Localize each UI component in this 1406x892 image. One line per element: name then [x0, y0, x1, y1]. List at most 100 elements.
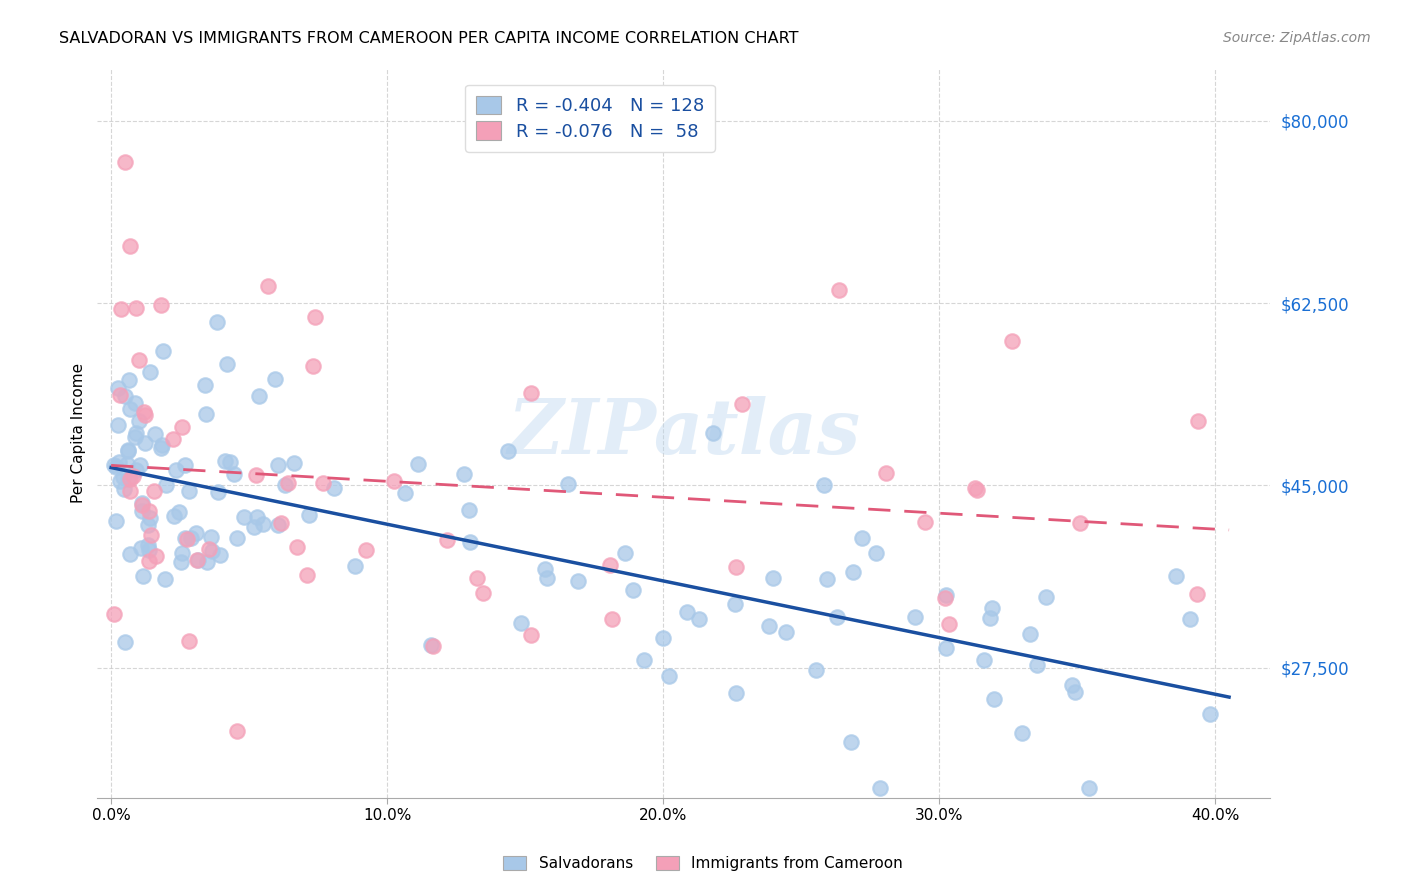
Point	[125, 425, 148, 440]
Point	[103, 458, 125, 473]
Legend: R = -0.404   N = 128, R = -0.076   N =  58: R = -0.404 N = 128, R = -0.076 N = 58	[465, 85, 714, 152]
Point	[815, 573, 838, 587]
Point	[195, 407, 218, 421]
Point	[602, 612, 624, 626]
Point	[965, 481, 987, 495]
Point	[420, 638, 443, 652]
Point	[356, 543, 378, 558]
Point	[172, 546, 194, 560]
Point	[118, 402, 141, 417]
Point	[825, 610, 848, 624]
Point	[804, 664, 827, 678]
Point	[132, 569, 155, 583]
Point	[1199, 706, 1222, 721]
Point	[187, 552, 209, 566]
Point	[422, 639, 444, 653]
Point	[252, 516, 274, 531]
Point	[143, 427, 166, 442]
Point	[125, 463, 148, 477]
Point	[536, 571, 558, 585]
Point	[1187, 414, 1209, 428]
Point	[614, 546, 637, 560]
Point	[966, 483, 988, 497]
Point	[471, 586, 494, 600]
Point	[167, 505, 190, 519]
Point	[688, 611, 710, 625]
Point	[247, 389, 270, 403]
Y-axis label: Per Capita Income: Per Capita Income	[72, 363, 86, 503]
Point	[520, 386, 543, 401]
Point	[652, 631, 675, 645]
Point	[875, 466, 897, 480]
Point	[406, 458, 429, 472]
Point	[108, 388, 131, 402]
Point	[827, 283, 849, 297]
Point	[177, 484, 200, 499]
Point	[136, 538, 159, 552]
Point	[195, 555, 218, 569]
Point	[219, 454, 242, 468]
Point	[114, 389, 136, 403]
Point	[226, 531, 249, 545]
Text: Source: ZipAtlas.com: Source: ZipAtlas.com	[1223, 31, 1371, 45]
Point	[114, 155, 136, 169]
Point	[1060, 678, 1083, 692]
Point	[758, 619, 780, 633]
Point	[170, 555, 193, 569]
Point	[143, 483, 166, 498]
Point	[177, 634, 200, 648]
Point	[813, 477, 835, 491]
Point	[1078, 780, 1101, 795]
Point	[297, 568, 319, 582]
Point	[150, 438, 173, 452]
Point	[839, 735, 862, 749]
Legend: Salvadorans, Immigrants from Cameroon: Salvadorans, Immigrants from Cameroon	[498, 850, 908, 877]
Point	[1019, 627, 1042, 641]
Point	[724, 686, 747, 700]
Point	[122, 468, 145, 483]
Point	[124, 430, 146, 444]
Point	[201, 544, 224, 558]
Point	[323, 481, 346, 495]
Point	[702, 426, 724, 441]
Point	[162, 432, 184, 446]
Point	[935, 588, 957, 602]
Point	[139, 365, 162, 379]
Point	[973, 653, 995, 667]
Point	[264, 371, 287, 385]
Point	[934, 591, 956, 605]
Point	[243, 520, 266, 534]
Point	[567, 574, 589, 588]
Point	[633, 653, 655, 667]
Point	[173, 531, 195, 545]
Point	[1180, 612, 1202, 626]
Point	[117, 443, 139, 458]
Point	[131, 504, 153, 518]
Point	[149, 297, 172, 311]
Point	[134, 436, 156, 450]
Point	[658, 669, 681, 683]
Point	[114, 635, 136, 649]
Point	[343, 559, 366, 574]
Point	[851, 531, 873, 545]
Point	[138, 543, 160, 558]
Point	[125, 301, 148, 316]
Text: ZIPatlas: ZIPatlas	[508, 396, 860, 470]
Point	[173, 458, 195, 472]
Point	[120, 472, 142, 486]
Point	[621, 583, 644, 598]
Point	[436, 533, 458, 547]
Point	[194, 377, 217, 392]
Point	[1185, 587, 1208, 601]
Point	[105, 514, 128, 528]
Point	[245, 509, 267, 524]
Point	[209, 548, 232, 562]
Point	[117, 443, 139, 458]
Point	[599, 558, 621, 572]
Point	[1166, 569, 1188, 583]
Point	[534, 562, 557, 576]
Point	[519, 628, 541, 642]
Point	[107, 418, 129, 433]
Point	[108, 455, 131, 469]
Point	[214, 453, 236, 467]
